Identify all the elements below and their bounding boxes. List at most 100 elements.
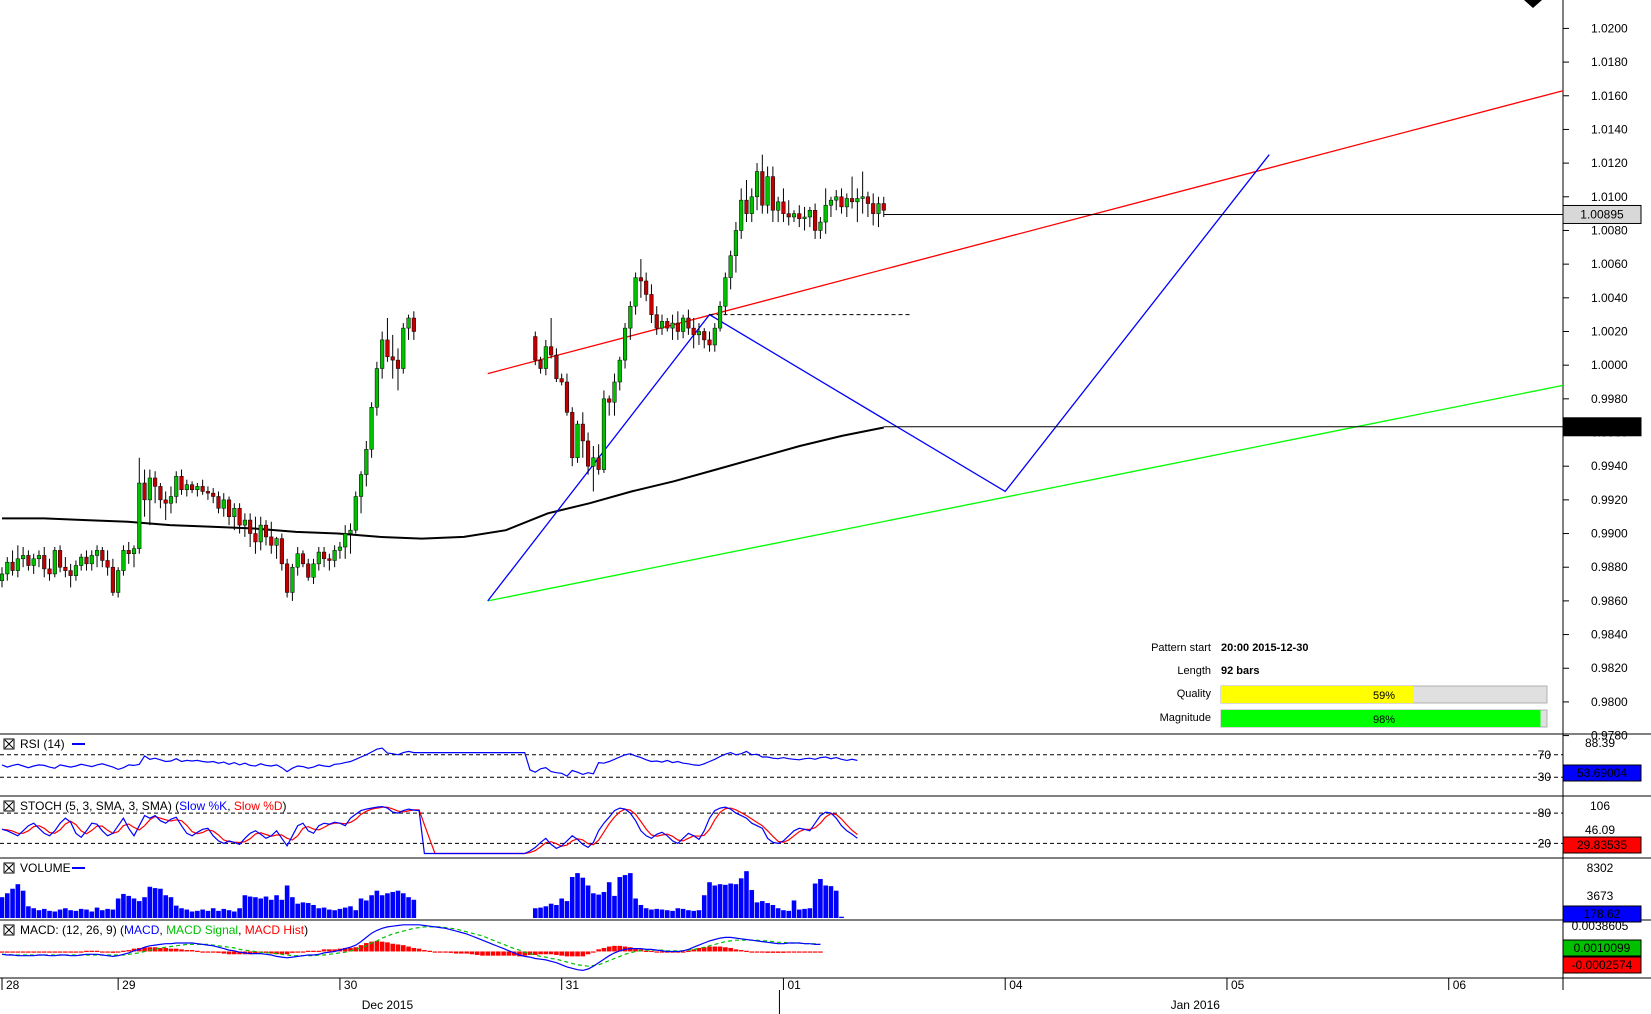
volume-bar [221,908,227,918]
volume-bar [274,895,279,918]
volume-bar [321,907,327,918]
volume-bar [633,898,638,918]
macd-hist-bar [226,951,232,955]
candle-up [242,519,247,526]
macd-hist-bar [216,951,221,953]
time-tick-label: 31 [566,978,580,992]
macd-hist-bar [358,945,364,952]
moving-average-line [2,426,884,540]
volume-bar [411,899,417,918]
volume-bar [833,890,839,918]
macd-hist-bar [316,950,322,952]
macd-hist-bar [189,950,195,952]
price-tick-label: 1.0080 [1591,223,1628,237]
volume-bar [575,873,580,918]
candle-up [174,476,179,497]
candle-down [691,327,696,336]
macd-hist-bar [31,951,36,953]
stoch-value-label: 29.83535 [1577,838,1627,852]
volume-bar [670,910,675,918]
macd-hist-bar [606,946,612,952]
macd-hist-bar [15,951,21,953]
macd-hist-bar [279,951,285,955]
rsi-level-high-label: 70 [1538,748,1552,762]
volume-bar [796,909,802,918]
macd-hist-bar [511,951,517,956]
price-tick-label: 1.0020 [1591,324,1628,338]
candle-down [327,558,332,561]
volume-bar [20,890,26,918]
candle-up [807,210,812,218]
rsi-value-label: 53.69004 [1577,766,1627,780]
candle-up [343,533,348,548]
candle-up [802,216,807,219]
volume-bar [738,878,744,918]
candle-up [369,407,374,450]
candle-up [823,204,828,223]
macd-hist-bar [152,947,158,952]
volume-bar [57,909,63,918]
candle-up [311,563,316,578]
candle-up [374,368,379,408]
volume-bar [84,909,89,918]
volume-bar [189,911,195,918]
candle-up [718,305,723,329]
macd-hist-bar [290,951,295,953]
volume-bar [675,908,681,918]
macd-hist-bar [263,951,269,953]
volume-bar [179,908,184,918]
candle-down [839,196,844,208]
candle-down [285,563,290,593]
quality-label: Quality [1177,688,1212,700]
macd-hist-bar [369,941,374,952]
volume-close-icon[interactable] [3,862,15,874]
price-labels: 1.00895 0.99634 [883,204,1642,437]
macd-hist-bar [205,951,211,953]
stoch-close-icon[interactable] [3,800,15,812]
candle-up [221,499,226,509]
stoch-title-text: STOCH (5, 3, SMA, 3, SMA) [20,799,172,813]
macd-hist-bar [633,948,638,952]
macd-hist-bar [527,951,533,955]
time-tick-label: 29 [122,978,136,992]
candle-up [628,305,633,329]
macd-legend-macd: MACD [124,923,160,937]
volume-bar [612,895,617,918]
volume-bar [295,903,300,918]
volume-bar [569,877,575,918]
candle-down [586,440,591,467]
volume-bar [781,910,786,918]
candle-up [121,550,126,571]
time-tick-label: 28 [6,978,20,992]
macd-hist-bar [36,951,42,953]
candle-down [570,412,575,459]
volume-bar [311,904,316,918]
volume-close-x [4,863,14,873]
macd-hist-bar [575,951,580,957]
macd-hist-bar [173,948,179,952]
pattern-start-value: 20:00 2015-12-30 [1221,642,1308,654]
rsi-close-icon[interactable] [3,738,15,750]
macd-close-icon[interactable] [3,924,15,936]
volume-bar [818,878,823,918]
time-axis: 28 29 30 31 01 04 05 06 Dec 2015 Jan 2016 [1,978,1466,1014]
rsi-level-low-label: 30 [1538,770,1552,784]
candle-up [5,561,10,575]
scroll-end-icon[interactable] [1524,0,1542,8]
macd-hist-bar [105,951,110,953]
macd-hist-bar [385,942,390,952]
candle-up [401,327,406,369]
volume-bar [786,910,792,918]
macd-hist-bar [775,951,781,953]
volume-bar [284,885,290,918]
macd-hist-bar [612,945,617,952]
candle-down [205,491,210,494]
macd-hist-bar [327,949,332,952]
stoch-top-label: 106 [1590,799,1610,813]
volume-bar [216,910,221,918]
ma-value-box [1562,417,1642,437]
macd-hist-bar [749,951,755,953]
volume-bar [664,910,670,918]
volume-bar [754,902,760,918]
candle-up [94,550,100,556]
